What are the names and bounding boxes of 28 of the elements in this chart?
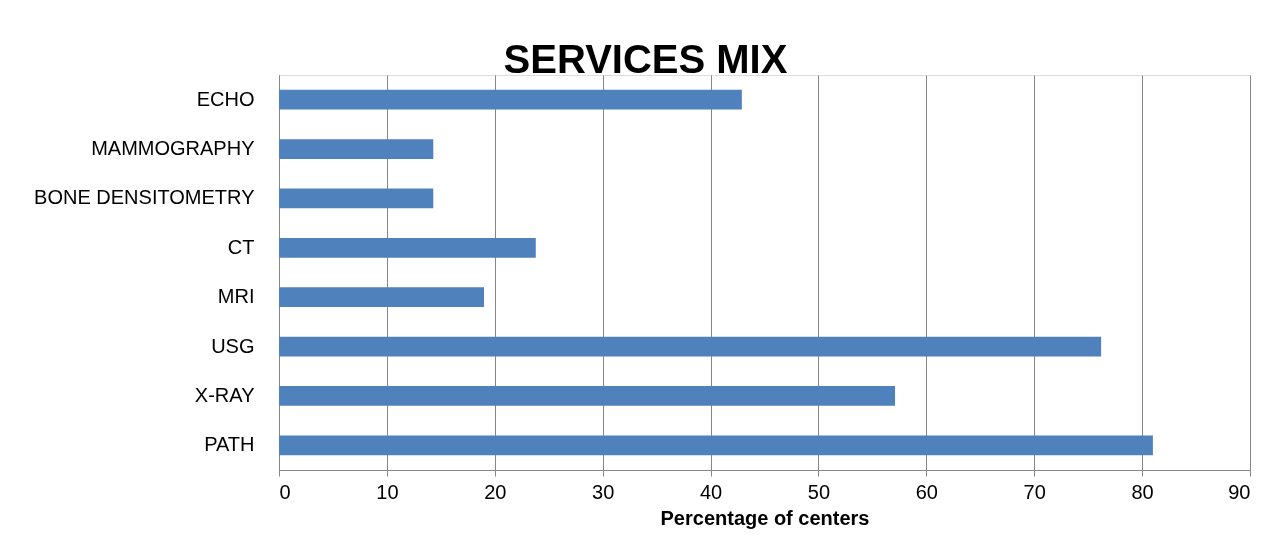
y-tick-label: PATH: [204, 433, 255, 456]
y-tick-label: USG: [211, 334, 255, 357]
bar: [279, 237, 536, 258]
y-tick-label: BONE DENSITOMETRY: [34, 186, 255, 209]
bar: [279, 287, 484, 308]
x-tick-label: 80: [1131, 480, 1154, 503]
bar: [279, 336, 1102, 357]
bar: [279, 139, 434, 159]
x-tick-label: 10: [376, 480, 399, 503]
y-tick-label: CT: [227, 235, 255, 258]
y-tick-label: ECHO: [196, 87, 255, 110]
x-tick-label: 20: [484, 480, 507, 503]
y-tick-label: MAMMOGRAPHY: [91, 137, 255, 160]
x-tick-label: 90: [1228, 480, 1251, 503]
y-tick-label: MRI: [217, 285, 255, 308]
bar: [279, 435, 1153, 456]
x-tick-label: 60: [915, 480, 938, 503]
x-tick-label: 40: [699, 480, 723, 503]
bar: [279, 188, 434, 209]
x-tick-label: 50: [807, 480, 831, 503]
x-tick-label: 70: [1023, 480, 1046, 503]
x-tick-label: 30: [592, 480, 615, 503]
bar: [279, 89, 742, 110]
y-tick-label: X-RAY: [194, 383, 255, 406]
x-axis-title: Percentage of centers: [660, 506, 870, 529]
x-tick-label: 0: [279, 480, 291, 503]
bar: [279, 386, 896, 406]
chart-title: SERVICES MIX: [503, 37, 788, 81]
